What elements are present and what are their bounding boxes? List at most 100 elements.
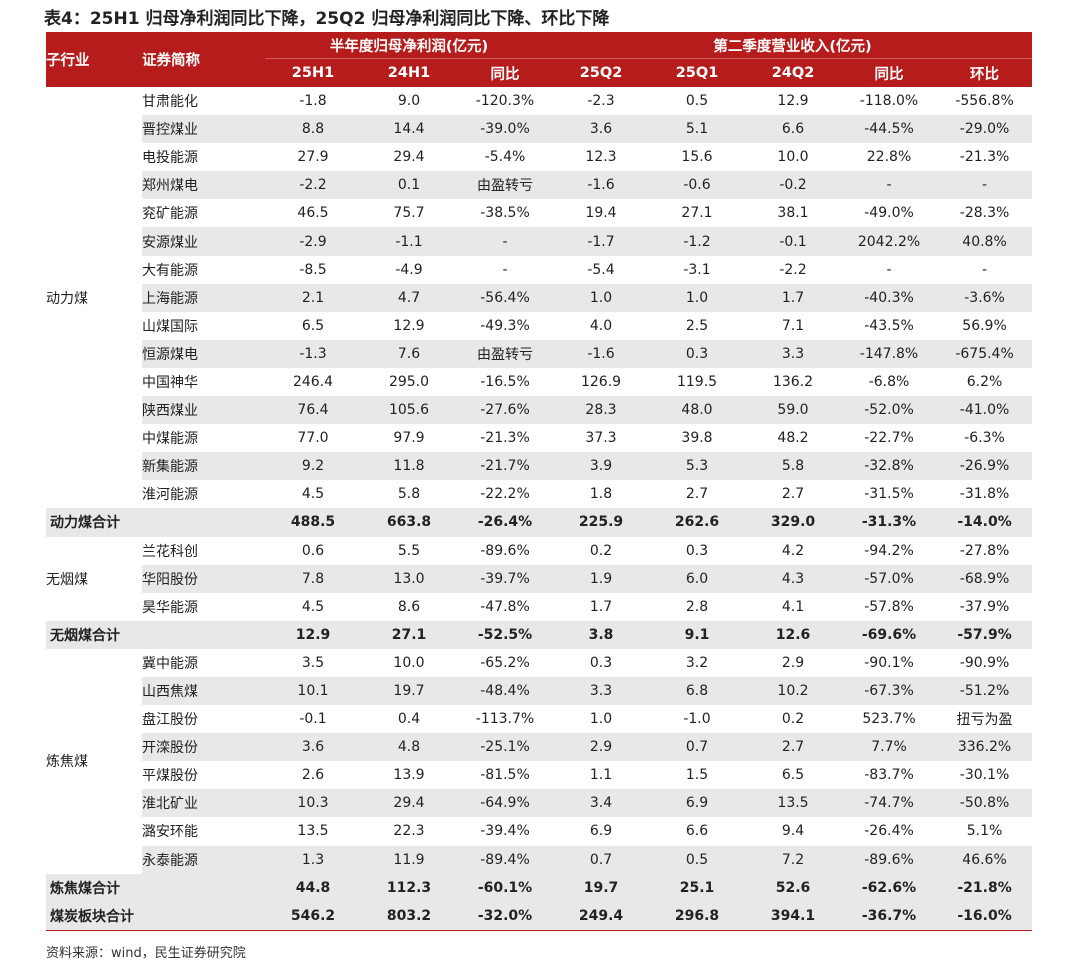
value-cell: 126.9 bbox=[580, 373, 622, 390]
security-name-cell: 中煤能源 bbox=[142, 431, 198, 448]
subtotal-value: -52.5% bbox=[457, 620, 554, 649]
value-cell: -26.4% bbox=[864, 823, 914, 840]
value-cell: 6.0 bbox=[649, 564, 746, 593]
value-cell: -57.0% bbox=[841, 564, 938, 593]
value-cell: -1.0 bbox=[683, 711, 711, 728]
value-cell: -2.9 bbox=[265, 227, 361, 256]
value-cell: -41.0% bbox=[937, 396, 1033, 425]
value-cell: -40.3% bbox=[841, 283, 938, 312]
header-col: 25Q2 bbox=[553, 58, 650, 87]
value-cell: -89.4% bbox=[457, 845, 554, 874]
value-cell: -68.9% bbox=[937, 564, 1033, 593]
value-cell: -21.3% bbox=[959, 149, 1010, 166]
subtotal-value: -14.0% bbox=[937, 508, 1033, 537]
subtotal-value: 225.9 bbox=[553, 508, 650, 537]
value-cell: 11.9 bbox=[361, 845, 457, 874]
value-cell: - bbox=[937, 171, 1033, 200]
value-cell: -5.4% bbox=[484, 149, 526, 166]
value-cell: 6.5 bbox=[781, 767, 805, 784]
value-cell: -1.1 bbox=[361, 227, 457, 256]
grand-total-value: -36.7% bbox=[841, 901, 938, 931]
table-row: 晋控煤业 8.8 14.4 -39.0% 3.6 5.1 6.6 -44.5% -29.0% bbox=[46, 115, 1033, 144]
value-cell: -1.8 bbox=[299, 93, 327, 110]
value-cell: 97.9 bbox=[393, 430, 425, 447]
value-cell: -89.6% bbox=[480, 542, 530, 559]
value-cell: -22.2% bbox=[480, 486, 530, 503]
value-cell: -37.9% bbox=[959, 598, 1010, 615]
value-cell: 37.3 bbox=[585, 430, 617, 447]
source-note: 资料来源：wind，民生证券研究院 bbox=[46, 946, 246, 961]
subtotal-value bbox=[142, 873, 265, 902]
value-cell: 59.0 bbox=[745, 396, 842, 425]
value-cell: 9.4 bbox=[781, 823, 805, 840]
table-title: 表4：25H1 归母净利润同比下降，25Q2 归母净利润同比下降、环比下降 bbox=[44, 9, 610, 29]
value-cell: 523.7% bbox=[862, 711, 916, 728]
value-cell: -83.7% bbox=[864, 767, 914, 784]
security-name-cell: 中国神华 bbox=[142, 374, 198, 391]
value-cell: -39.0% bbox=[457, 115, 554, 144]
value-cell: 4.5 bbox=[301, 598, 325, 615]
value-cell: 10.0 bbox=[777, 149, 809, 166]
header-col: 25H1 bbox=[265, 58, 361, 87]
header-col: 24H1 bbox=[361, 58, 457, 87]
value-cell: 46.5 bbox=[297, 205, 329, 222]
value-cell: 19.4 bbox=[585, 205, 617, 222]
table-row: 盘江股份 -0.1 0.4 -113.7% 1.0 -1.0 0.2 523.7% 扭亏为盈 bbox=[46, 705, 1032, 733]
header-col: 25Q1 bbox=[649, 58, 746, 87]
value-cell: 0.7 bbox=[649, 733, 746, 762]
security-name-cell: 平煤股份 bbox=[142, 768, 198, 785]
table-row: 中煤能源 77.0 97.9 -21.3% 37.3 39.8 48.2 -22.7% -6.3… bbox=[46, 424, 1032, 452]
subtotal-value: 52.6 bbox=[745, 873, 842, 902]
value-cell: 19.7 bbox=[361, 676, 457, 706]
subtotal-row: 无烟煤合计 12.9 27.1 -52.5% 3.8 9.1 12.6 -69.6% -57.9… bbox=[46, 620, 1033, 649]
subtotal-label: 无烟煤合计 bbox=[46, 620, 142, 649]
header-columns-row: 25H1 24H1 同比 25Q2 25Q1 24Q2 同比 环比 bbox=[46, 58, 1033, 87]
grand-total-value: -32.0% bbox=[457, 901, 554, 931]
table-row: 山煤国际 6.5 12.9 -49.3% 4.0 2.5 7.1 -43.5% 56.9% bbox=[46, 312, 1032, 340]
value-cell: 1.9 bbox=[553, 564, 650, 593]
value-cell: 6.8 bbox=[649, 676, 746, 706]
value-cell: 6.2% bbox=[966, 373, 1003, 390]
value-cell: -89.6% bbox=[841, 845, 938, 874]
value-cell: 1.1 bbox=[589, 767, 613, 784]
subtotal-value: 9.1 bbox=[649, 620, 746, 649]
security-name-cell: 恒源煤电 bbox=[142, 339, 265, 368]
value-cell: -0.6 bbox=[649, 171, 746, 200]
value-cell: 3.3 bbox=[745, 339, 842, 368]
value-cell: 11.8 bbox=[361, 452, 457, 481]
security-name-cell: 陕西煤业 bbox=[142, 396, 265, 425]
value-cell: 9.2 bbox=[265, 452, 361, 481]
value-cell: 2.7 bbox=[745, 733, 842, 762]
value-cell: 0.6 bbox=[301, 542, 325, 559]
value-cell: 6.6 bbox=[745, 115, 842, 144]
value-cell: 12.9 bbox=[393, 317, 425, 334]
security-name-cell: 兰花科创 bbox=[142, 543, 198, 560]
value-cell: 由盈转亏 bbox=[457, 339, 554, 368]
value-cell: -44.5% bbox=[841, 115, 938, 144]
value-cell: -39.4% bbox=[480, 823, 530, 840]
value-cell: 1.0 bbox=[649, 283, 746, 312]
header-col: 环比 bbox=[937, 58, 1033, 87]
value-cell: -147.8% bbox=[841, 339, 938, 368]
value-cell: 13.5 bbox=[297, 823, 329, 840]
subtotal-value: 663.8 bbox=[361, 508, 457, 537]
value-cell: 6.6 bbox=[685, 823, 709, 840]
table-row: 昊华能源 4.5 8.6 -47.8% 1.7 2.8 4.1 -57.8% -37.9% bbox=[46, 593, 1032, 621]
sub-industry-cell: 无烟煤 bbox=[46, 536, 142, 621]
value-cell: 29.4 bbox=[393, 149, 425, 166]
value-cell: -31.8% bbox=[959, 486, 1010, 503]
table-row: 安源煤业 -2.9 -1.1- -1.7 -1.2 -0.1 2042.2% 40.8% bbox=[46, 227, 1033, 256]
value-cell: 13.9 bbox=[393, 767, 425, 784]
header-col: 24Q2 bbox=[745, 58, 842, 87]
security-name-cell: 安源煤业 bbox=[142, 227, 265, 256]
value-cell: -90.9% bbox=[959, 654, 1010, 671]
security-name-cell: 新集能源 bbox=[142, 452, 265, 481]
value-cell: -51.2% bbox=[937, 676, 1033, 706]
subtotal-value: -60.1% bbox=[457, 873, 554, 902]
security-name-cell: 华阳股份 bbox=[142, 564, 265, 593]
table-row: 淮河能源 4.5 5.8 -22.2% 1.8 2.7 2.7 -31.5% -31.8% bbox=[46, 480, 1032, 508]
subtotal-value: 19.7 bbox=[553, 873, 650, 902]
value-cell: 7.6 bbox=[361, 339, 457, 368]
value-cell: 22.3 bbox=[393, 823, 425, 840]
subtotal-value: -57.9% bbox=[937, 620, 1033, 649]
